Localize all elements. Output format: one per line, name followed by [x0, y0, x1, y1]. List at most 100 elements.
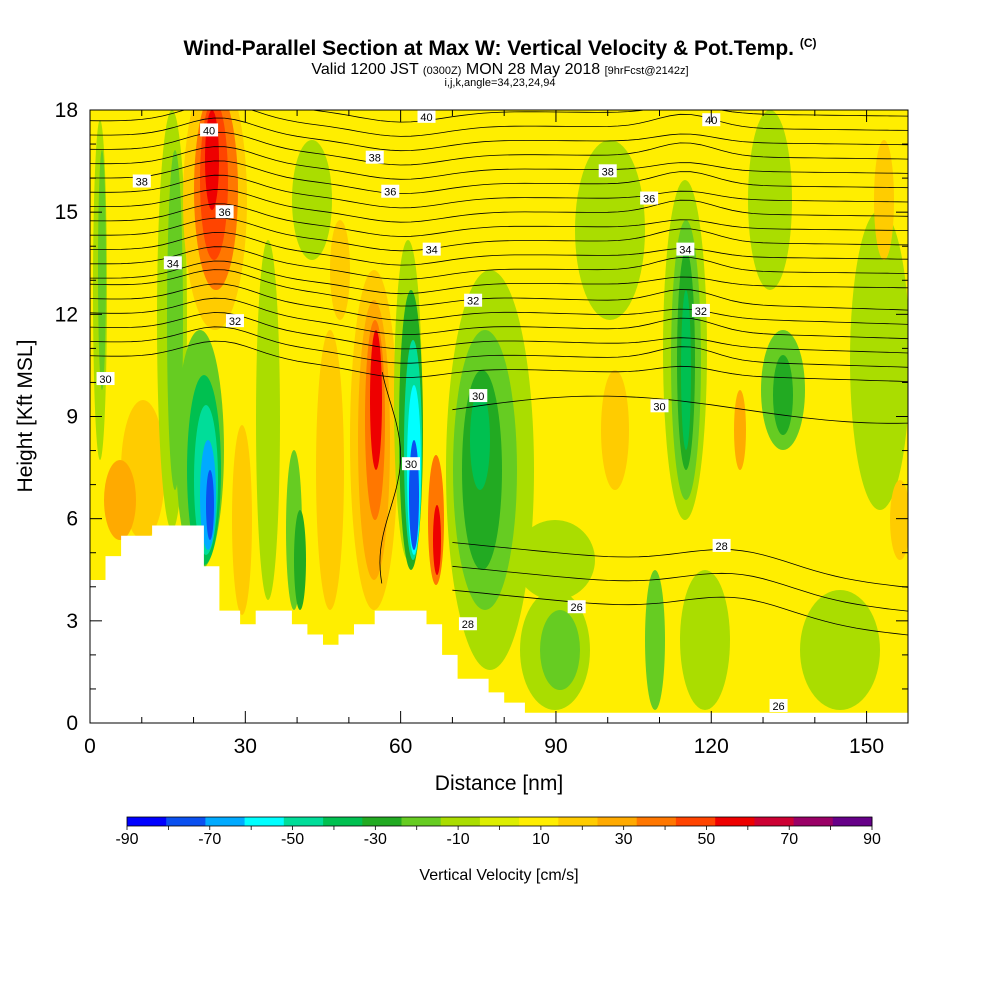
theta-label: 38: [136, 177, 148, 189]
colorbar-swatch: [675, 817, 716, 826]
theta-label-box: [650, 399, 669, 413]
theta-label-box: [225, 314, 244, 328]
theta-label: 36: [384, 187, 396, 199]
field-streak: [601, 370, 629, 490]
colorbar-swatch: [754, 817, 795, 826]
field-streak: [104, 460, 136, 540]
theta-label-box: [458, 617, 477, 631]
theta-contour: [379, 372, 402, 584]
field-streak: [256, 240, 280, 600]
chart-title: Wind-Parallel Section at Max W: Vertical…: [0, 36, 1000, 61]
theta-label: 40: [420, 112, 432, 124]
field-streak: [409, 440, 419, 550]
colorbar-swatch: [440, 817, 481, 826]
colorbar-swatch: [597, 817, 638, 826]
theta-contour: [90, 340, 908, 382]
colorbar-swatch: [558, 817, 598, 826]
theta-label-box: [381, 184, 400, 198]
colorbar-swatch: [205, 817, 246, 826]
colorbar-tick-label: 10: [532, 831, 550, 848]
colorbar-swatch: [479, 817, 520, 826]
theta-contour: [90, 217, 908, 252]
theta-label-box: [365, 150, 384, 164]
theta-label: 26: [772, 701, 784, 713]
theta-contour: [452, 565, 908, 612]
theta-contour: [90, 312, 908, 354]
colorbar-tick-label: -30: [364, 831, 387, 848]
x-tick-label: 60: [389, 735, 412, 758]
chart-title-text: Wind-Parallel Section at Max W: Vertical…: [183, 37, 794, 60]
y-tick-label: 9: [66, 406, 78, 429]
theta-label-box: [567, 600, 586, 614]
theta-contour: [90, 269, 908, 311]
y-tick-label: 18: [55, 99, 78, 122]
theta-label: 30: [405, 459, 417, 471]
theta-contour: [90, 75, 908, 108]
theta-label-box: [215, 205, 234, 219]
theta-contour: [452, 542, 908, 588]
theta-contour: [90, 203, 908, 237]
theta-label-box: [712, 538, 731, 552]
field-streak: [98, 150, 106, 390]
theta-label-box: [598, 164, 617, 178]
field-streak: [890, 480, 908, 560]
field-streak: [680, 570, 730, 710]
y-axis-label: Height [Kft MSL]: [14, 340, 37, 493]
theta-label-box: [691, 303, 710, 317]
colorbar-swatch: [127, 817, 167, 826]
theta-label: 34: [679, 245, 691, 257]
valid-time-utc: (0300Z): [422, 65, 462, 77]
colorbar-tick-label: -70: [198, 831, 221, 848]
field-streak: [330, 220, 350, 320]
colorbar-tick-label: 70: [780, 831, 798, 848]
theta-contour: [90, 260, 908, 295]
theta-label-box: [417, 109, 436, 123]
colorbar: -90 -70 -50 -30 -10 10 30 50 70 90: [115, 816, 881, 848]
theta-contour: [90, 326, 908, 368]
x-axis-label: Distance [nm]: [435, 772, 563, 795]
theta-label-box: [676, 242, 695, 256]
theta-contour: [310, 110, 908, 123]
theta-label: 32: [695, 306, 707, 318]
colorbar-label: Vertical Velocity [cm/s]: [419, 867, 578, 884]
theta-label: 28: [462, 619, 474, 631]
field-streak: [433, 505, 441, 575]
theta-label-box: [640, 191, 659, 205]
colorbar-tick-label: 90: [863, 831, 881, 848]
field-streak: [292, 140, 332, 260]
y-tick-label: 0: [66, 712, 78, 735]
field-streak: [470, 390, 490, 490]
theta-contour: [90, 146, 908, 180]
chart-subtitle-indices: i,j,k,angle=34,23,24,94: [444, 77, 556, 89]
colorbar-tick-label: -50: [281, 831, 304, 848]
field-streak: [800, 590, 880, 710]
field-streak: [734, 390, 746, 470]
colorbar-swatch: [793, 817, 834, 826]
y-tick-label: 3: [66, 610, 78, 633]
field-streak: [232, 425, 252, 615]
colorbar-swatch: [715, 817, 755, 826]
theta-contour: [90, 174, 908, 209]
theta-contour: [452, 395, 908, 424]
valid-date: MON 28 May 2018: [465, 61, 601, 78]
field-streak: [316, 330, 344, 610]
terrain-mask: [90, 525, 908, 723]
field-streak: [850, 210, 908, 510]
theta-label: 40: [203, 125, 215, 137]
field-streak: [294, 510, 306, 610]
theta-contour: [90, 131, 908, 166]
theta-label-box: [200, 123, 219, 137]
theta-contour: [90, 231, 908, 266]
colorbar-swatch: [401, 817, 442, 826]
x-tick-label: 150: [849, 735, 884, 758]
theta-label: 30: [99, 374, 111, 386]
x-tick-label: 30: [234, 735, 257, 758]
theta-label-box: [464, 293, 483, 307]
theta-label-box: [469, 389, 488, 403]
theta-label-box: [769, 698, 788, 712]
y-tick-label: 12: [55, 303, 78, 326]
y-tick-label: 15: [55, 201, 78, 224]
colorbar-tick-label: 30: [615, 831, 633, 848]
theta-contour: [452, 589, 908, 636]
